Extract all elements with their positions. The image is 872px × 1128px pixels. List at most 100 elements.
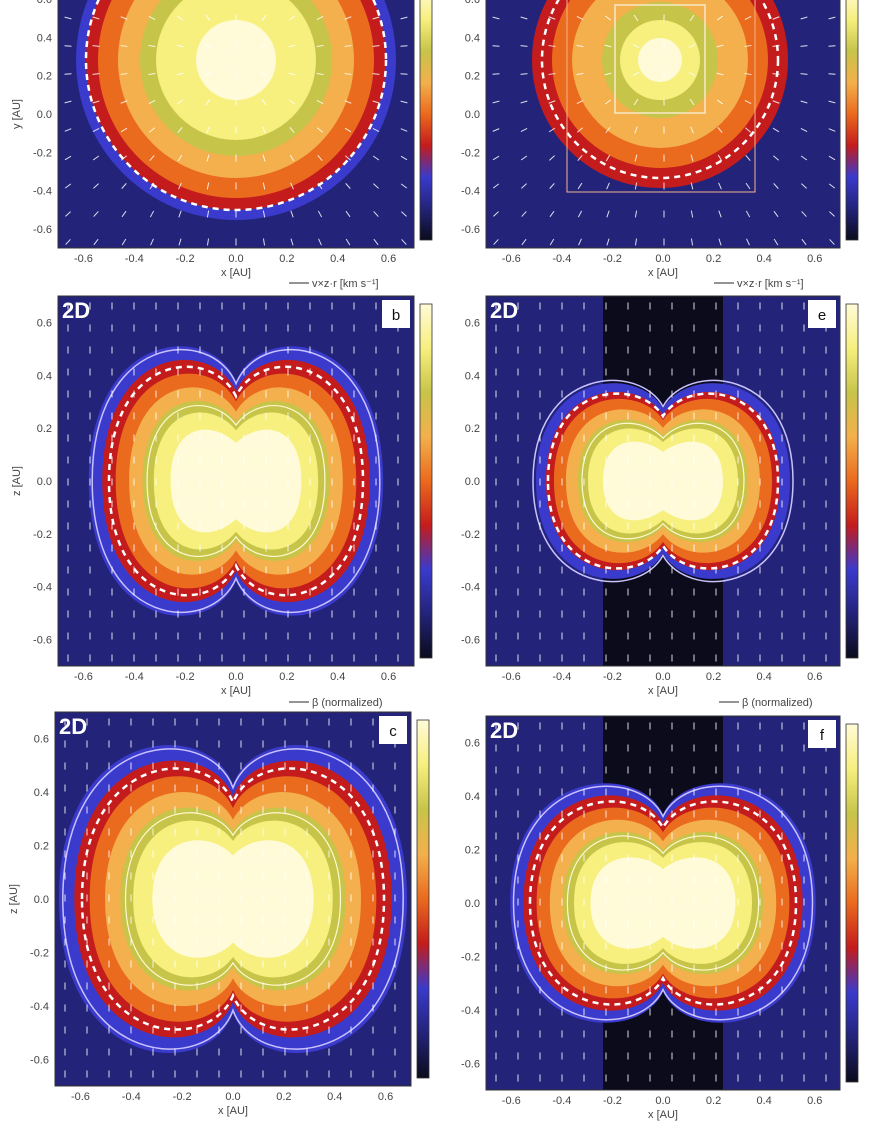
x-tick-label: -0.2 xyxy=(603,1095,622,1107)
y-tick-label: -0.4 xyxy=(461,582,480,594)
vector-arrow xyxy=(521,183,527,189)
vector-arrow xyxy=(549,238,555,246)
x-tick-label: -0.4 xyxy=(552,253,571,265)
vector-arrow xyxy=(718,182,722,190)
vector-arrow xyxy=(206,210,210,218)
vector-arrow xyxy=(548,127,556,133)
dashed-contour xyxy=(84,0,388,212)
vector-arrow xyxy=(120,16,128,20)
vector-arrow xyxy=(372,73,380,75)
contour-band xyxy=(638,38,682,82)
vector-arrow xyxy=(829,239,835,245)
x-axis-label: x [AU] xyxy=(648,267,678,279)
vector-arrow xyxy=(148,127,156,133)
vector-arrow xyxy=(801,211,807,217)
vector-arrow xyxy=(492,16,500,20)
colorbar xyxy=(416,719,430,1079)
y-tick-label: 0.4 xyxy=(34,787,49,799)
vector-arrow xyxy=(345,238,351,246)
vector-arrow xyxy=(520,100,528,104)
vector-arrow xyxy=(318,238,322,246)
vector-arrow xyxy=(400,128,408,132)
vector-arrow xyxy=(262,238,266,246)
vector-arrow xyxy=(828,128,836,132)
contour-band xyxy=(603,441,723,521)
solid-contour xyxy=(512,785,814,1021)
vector-arrow xyxy=(178,238,182,246)
y-tick-label: -0.2 xyxy=(33,529,52,541)
vector-arrow xyxy=(64,73,72,75)
vector-arrow xyxy=(149,155,155,161)
vector-arrow xyxy=(400,100,408,104)
colorbar xyxy=(845,0,859,241)
vector-arrow xyxy=(828,183,836,189)
x-tick-label: 0.0 xyxy=(228,253,243,265)
plot-frame xyxy=(54,711,412,1087)
vector-arrow xyxy=(605,126,611,134)
x-tick-label: -0.6 xyxy=(502,253,521,265)
panel-letter: b xyxy=(392,307,400,324)
y-axis-label: y [AU] xyxy=(11,99,23,129)
vector-arrow xyxy=(92,100,100,104)
vector-arrow xyxy=(317,182,323,190)
vector-arrow xyxy=(204,71,212,77)
vector-arrow xyxy=(205,98,211,106)
vector-arrow xyxy=(372,127,380,133)
letter-box xyxy=(382,300,410,328)
plot-frame xyxy=(485,715,841,1091)
inner-frame xyxy=(614,4,706,114)
vector-arrow xyxy=(262,154,266,162)
panel-tag: 2D xyxy=(490,298,518,323)
vector-key-label: β (normalized) xyxy=(312,697,383,709)
y-tick-label: -0.4 xyxy=(33,186,52,198)
vector-arrow xyxy=(773,238,779,246)
vector-arrow xyxy=(548,16,556,20)
vector-arrow xyxy=(206,154,210,162)
y-tick-label: 0.6 xyxy=(37,0,52,6)
vector-arrow xyxy=(262,210,266,218)
vector-arrow xyxy=(178,210,182,218)
vector-arrow xyxy=(492,183,500,189)
y-tick-label: 0.2 xyxy=(34,841,49,853)
vector-arrow xyxy=(745,182,751,190)
x-tick-label: 0.4 xyxy=(330,671,345,683)
inner-contour xyxy=(146,405,326,557)
solid-contour xyxy=(532,379,794,583)
y-tick-label: 0.0 xyxy=(34,894,49,906)
panel-a-field xyxy=(58,0,414,248)
vector-arrow xyxy=(148,15,156,21)
vector-arrow xyxy=(772,73,780,75)
vector-arrow xyxy=(829,211,835,217)
y-tick-label: -0.6 xyxy=(33,635,52,647)
x-tick-label: 0.2 xyxy=(706,253,721,265)
contour-band xyxy=(196,20,276,100)
outer-frame xyxy=(566,0,756,193)
vector-arrow xyxy=(690,238,694,246)
x-tick-label: 0.4 xyxy=(756,1095,771,1107)
plot-frame xyxy=(485,0,841,249)
velocity-key-2: v×z·r [km s⁻¹] xyxy=(714,278,804,290)
vector-arrow xyxy=(744,100,752,104)
vector-arrow xyxy=(578,238,582,246)
x-tick-label: -0.6 xyxy=(74,671,93,683)
vector-arrow xyxy=(577,210,583,218)
y-tick-label: 0.4 xyxy=(465,791,480,803)
vector-arrow xyxy=(604,44,612,48)
vector-arrow xyxy=(828,16,836,20)
velocity-key-label: v×z·r [km s⁻¹] xyxy=(312,278,379,290)
vector-arrow xyxy=(800,45,808,47)
vector-arrow xyxy=(64,183,72,189)
vector-arrow xyxy=(120,45,128,47)
x-tick-label: 0.0 xyxy=(655,253,670,265)
vector-arrow xyxy=(121,210,127,218)
vector-arrow xyxy=(688,72,696,76)
vector-arrow xyxy=(689,14,695,22)
vector-arrow xyxy=(520,45,528,47)
vector-arrow xyxy=(316,15,324,21)
x-tick-label: -0.6 xyxy=(71,1091,90,1103)
vector-arrow xyxy=(120,73,128,75)
x-axis-label: x [AU] xyxy=(648,685,678,697)
vector-arrow xyxy=(93,211,99,217)
vector-arrow xyxy=(316,44,324,48)
